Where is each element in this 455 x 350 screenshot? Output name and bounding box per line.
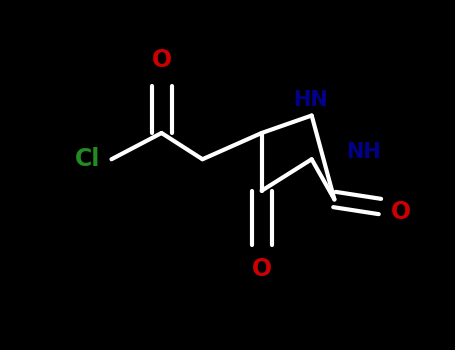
Text: Cl: Cl — [75, 147, 100, 171]
Text: NH: NH — [346, 142, 380, 162]
Text: O: O — [152, 48, 172, 72]
Text: HN: HN — [293, 90, 328, 110]
Text: O: O — [391, 200, 411, 224]
Text: O: O — [252, 257, 272, 281]
